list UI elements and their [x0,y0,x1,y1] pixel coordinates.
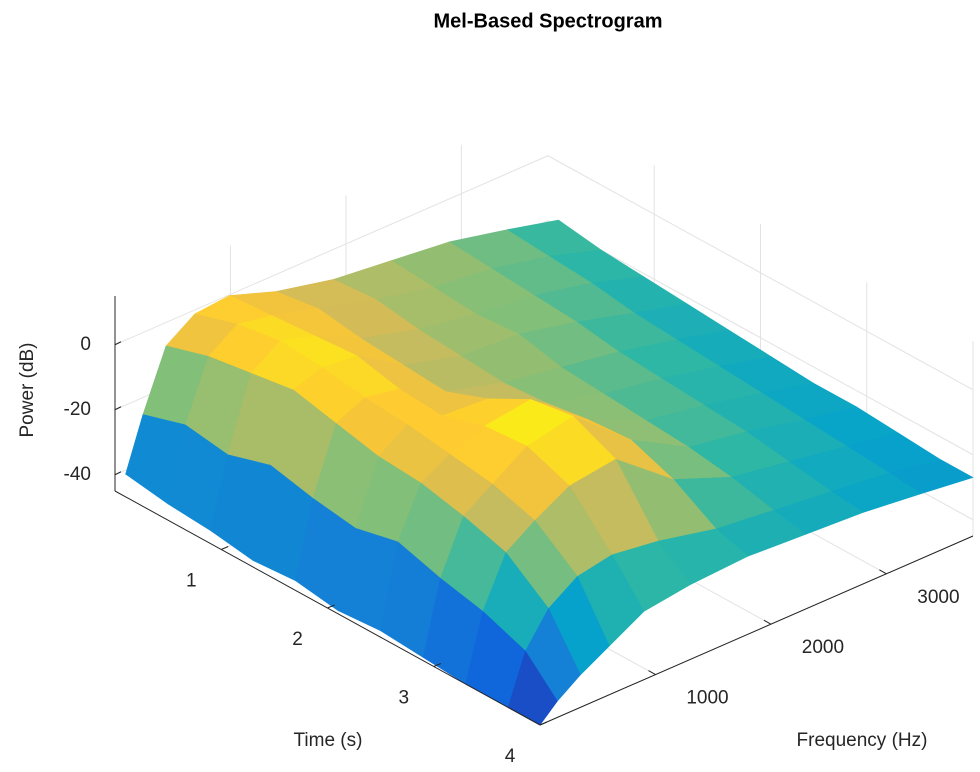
x-tick-label: 2 [292,629,303,650]
x-tick-label: 3 [398,688,409,709]
z-tick-label: -20 [64,399,91,420]
y-tick-label: 3000 [917,587,959,608]
tick-mark [114,471,122,476]
tick-mark [879,569,887,575]
grid-line [114,155,549,346]
chart-title: Mel-Based Spectrogram [434,10,663,32]
x-tick-label: 4 [505,746,516,767]
tick-mark [221,546,229,550]
tick-mark [114,341,122,346]
z-axis-label: Power (dB) [17,342,38,437]
grid-line [547,155,974,391]
surface [125,219,974,726]
tick-mark [114,406,122,411]
tick-mark [648,670,656,676]
y-axis [539,535,974,726]
z-tick-label: -40 [64,464,91,485]
z-tick-label: 0 [80,334,91,355]
tick-mark [763,619,772,625]
tick-mark [539,721,548,726]
x-axis-label: Time (s) [294,730,363,751]
tick-mark [433,663,441,667]
x-tick-label: 1 [186,571,197,592]
tick-mark [327,604,335,609]
y-tick-label: 2000 [802,637,844,658]
grid-line [547,220,974,456]
y-axis-label: Frequency (Hz) [797,730,928,751]
axes: -40 -20 0 1 2 3 4 1000 2000 3000 [64,296,974,767]
y-tick-label: 1000 [686,688,728,709]
